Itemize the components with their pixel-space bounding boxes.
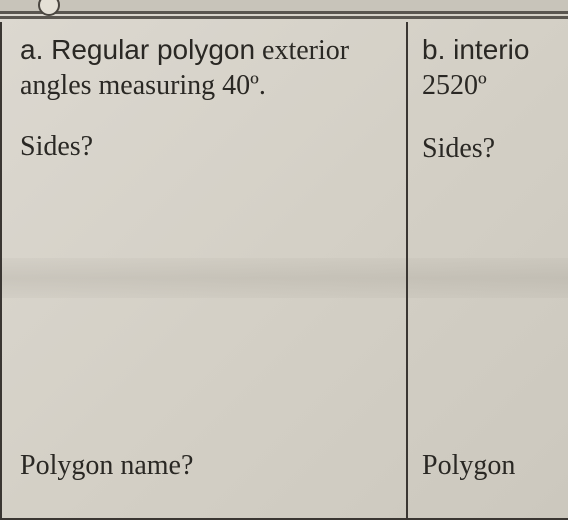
cell-b-sides-question: Sides? <box>422 133 568 165</box>
cell-a-label-prefix: a. Regular polygon <box>20 34 255 65</box>
cell-b-prompt-rest: 2520º <box>422 70 487 101</box>
cell-a-prompt: a. Regular polygon exterior angles measu… <box>20 32 394 103</box>
page-top-rule <box>0 0 568 14</box>
cell-a-sides-question: Sides? <box>20 131 394 163</box>
cell-a-polygon-name-question: Polygon name? <box>20 450 193 482</box>
cell-b-polygon-name-question: Polygon <box>422 450 515 482</box>
spiral-binding-hole <box>38 0 60 16</box>
cell-a: a. Regular polygon exterior angles measu… <box>0 22 408 520</box>
cell-b-prompt: b. interio 2520º <box>422 32 568 103</box>
problem-table: a. Regular polygon exterior angles measu… <box>0 22 568 520</box>
worksheet-page: a. Regular polygon exterior angles measu… <box>0 0 568 520</box>
cell-b: b. interio 2520º Sides? Polygon <box>408 22 568 520</box>
cell-b-label-prefix: b. interio <box>422 34 529 65</box>
